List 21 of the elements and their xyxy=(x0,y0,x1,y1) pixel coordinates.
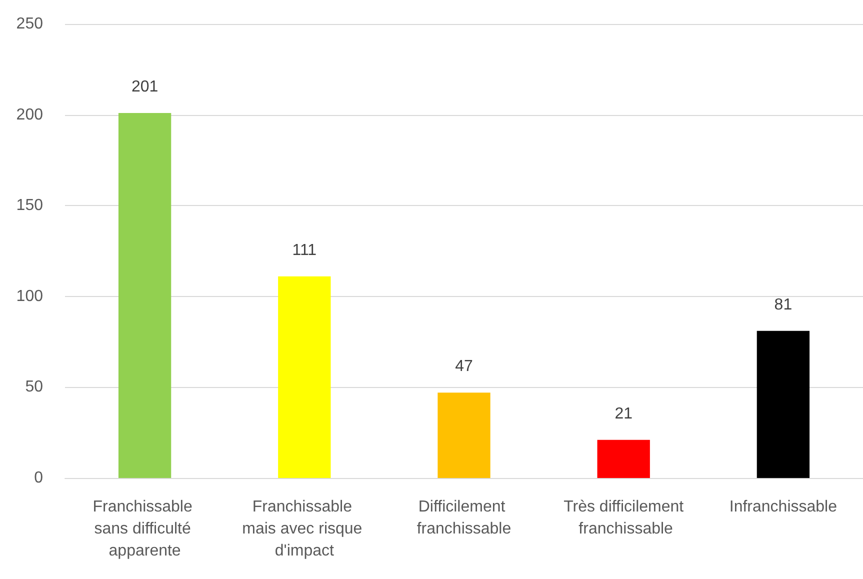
bar xyxy=(118,112,172,478)
data-label: 111 xyxy=(292,242,317,259)
y-tick-label: 200 xyxy=(16,106,44,124)
y-tick-label: 150 xyxy=(16,197,44,214)
y-tick-label: 100 xyxy=(16,288,44,305)
y-tick-label: 50 xyxy=(25,378,44,396)
data-label: 201 xyxy=(131,78,158,96)
y-tick-label: 250 xyxy=(16,16,44,32)
x-tick-label: Très difficilement franchissable xyxy=(564,498,684,538)
data-label: 21 xyxy=(614,405,633,422)
x-tick-label: Difficilement franchissable xyxy=(416,498,512,538)
data-label: 81 xyxy=(774,296,792,314)
y-tick-label: 0 xyxy=(34,470,44,486)
x-tick-label: Franchissable mais avec risque d'impact xyxy=(242,498,367,560)
bar xyxy=(756,330,810,478)
data-label: 47 xyxy=(455,358,473,376)
bar xyxy=(438,392,490,478)
x-tick-label: Franchissable sans difficulté apparente xyxy=(92,498,197,560)
bar xyxy=(278,276,331,478)
x-tick-label: Infranchissable xyxy=(729,498,838,516)
bar xyxy=(597,440,650,478)
